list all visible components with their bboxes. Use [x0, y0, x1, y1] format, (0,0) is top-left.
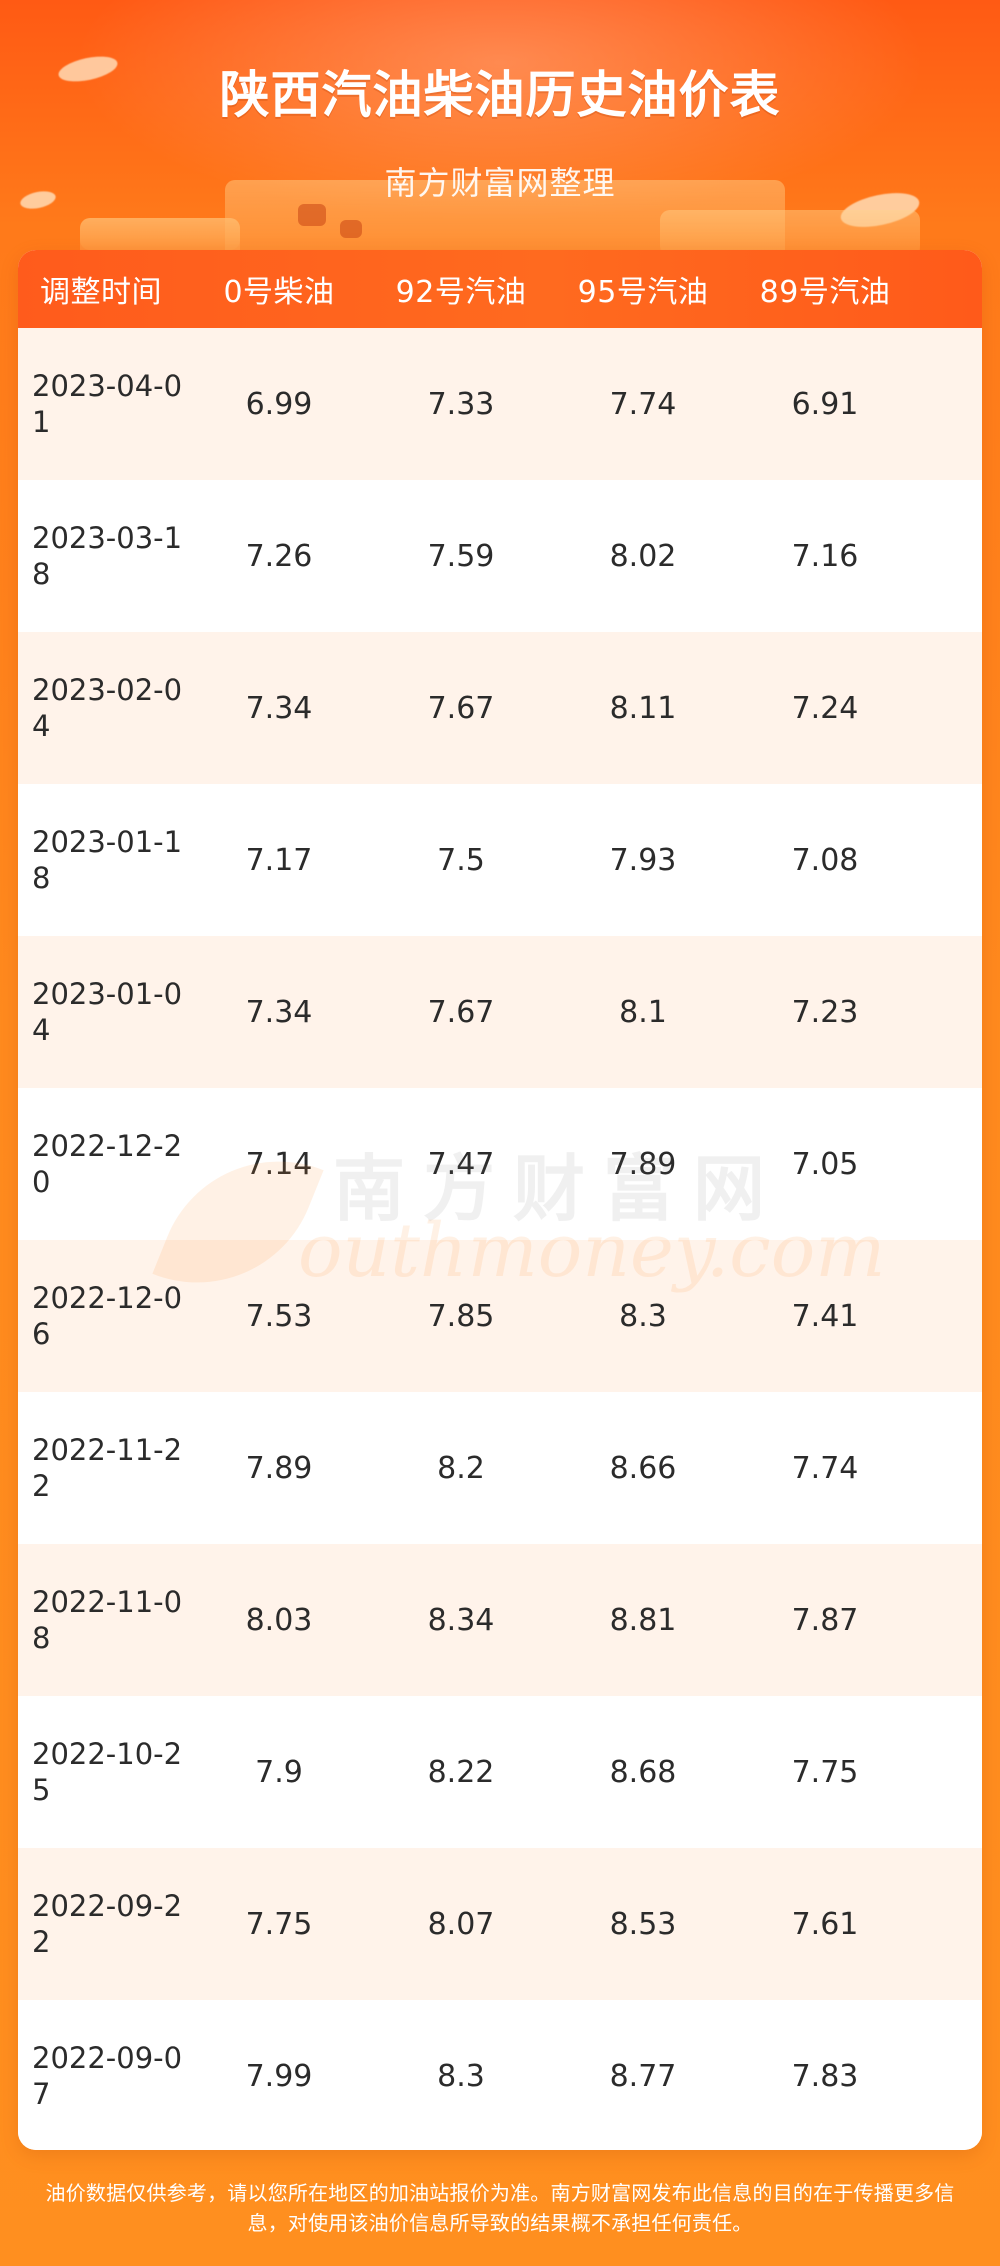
- cell-date: 2022-11-08: [32, 1585, 183, 1655]
- cell-gas-89: 7.74: [791, 1450, 859, 1486]
- cell-gas-95: 7.93: [609, 842, 677, 878]
- table-row: 2022-11-08 8.03 8.34 8.81 7.87: [18, 1544, 982, 1696]
- hero-glow: [0, 0, 1000, 250]
- cell-gas-89: 7.61: [791, 1906, 859, 1942]
- column-header-date: 调整时间: [40, 275, 162, 310]
- cell-gas-89: 7.75: [791, 1754, 859, 1790]
- cell-gas-92: 8.2: [437, 1450, 485, 1486]
- cell-date: 2022-12-06: [32, 1281, 183, 1351]
- cell-gas-95: 8.02: [609, 538, 677, 574]
- cell-gas-95: 8.77: [609, 2058, 677, 2094]
- oil-price-table: 调整时间 0号柴油 92号汽油 95号汽油 89号汽油 2023-04-01 6…: [18, 250, 982, 2150]
- cell-date: 2023-03-18: [32, 521, 183, 591]
- cell-gas-92: 7.67: [427, 994, 495, 1030]
- cell-diesel-0: 7.89: [245, 1450, 313, 1486]
- cell-gas-92: 8.34: [427, 1602, 495, 1638]
- table-row: 2022-12-20 7.14 7.47 7.89 7.05: [18, 1088, 982, 1240]
- cell-date: 2022-10-25: [32, 1737, 183, 1807]
- table-row: 2023-03-18 7.26 7.59 8.02 7.16: [18, 480, 982, 632]
- hero-banner: 陕西汽油柴油历史油价表 南方财富网整理: [0, 0, 1000, 250]
- table-row: 2023-02-04 7.34 7.67 8.11 7.24: [18, 632, 982, 784]
- cell-diesel-0: 7.9: [255, 1754, 303, 1790]
- decorative-block: [298, 204, 326, 226]
- cell-gas-95: 8.81: [609, 1602, 677, 1638]
- cell-date: 2022-09-22: [32, 1889, 183, 1959]
- cell-gas-92: 7.33: [427, 386, 495, 422]
- cell-diesel-0: 7.34: [245, 994, 313, 1030]
- cell-gas-92: 7.85: [427, 1298, 495, 1334]
- cell-gas-92: 8.3: [437, 2058, 485, 2094]
- cell-date: 2023-01-04: [32, 977, 183, 1047]
- cell-diesel-0: 6.99: [245, 386, 313, 422]
- cell-gas-89: 7.83: [791, 2058, 859, 2094]
- cell-diesel-0: 8.03: [245, 1602, 313, 1638]
- cell-gas-89: 7.41: [791, 1298, 859, 1334]
- table-row: 2022-11-22 7.89 8.2 8.66 7.74: [18, 1392, 982, 1544]
- table-row: 2022-10-25 7.9 8.22 8.68 7.75: [18, 1696, 982, 1848]
- table-row: 2023-04-01 6.99 7.33 7.74 6.91: [18, 328, 982, 480]
- cell-diesel-0: 7.14: [245, 1146, 313, 1182]
- cell-diesel-0: 7.34: [245, 690, 313, 726]
- disclaimer-line: 息，对使用该油价信息所导致的结果概不承担任何责任。: [247, 2211, 753, 2235]
- table-row: 2022-12-06 7.53 7.85 8.3 7.41: [18, 1240, 982, 1392]
- cell-gas-95: 8.1: [619, 994, 667, 1030]
- column-header-diesel-0: 0号柴油: [223, 275, 335, 310]
- cell-gas-95: 8.68: [609, 1754, 677, 1790]
- cell-gas-89: 7.05: [791, 1146, 859, 1182]
- cell-date: 2023-01-18: [32, 825, 183, 895]
- cell-diesel-0: 7.75: [245, 1906, 313, 1942]
- page-subtitle: 南方财富网整理: [384, 164, 616, 202]
- cell-gas-92: 7.5: [437, 842, 485, 878]
- cell-gas-92: 7.67: [427, 690, 495, 726]
- cell-gas-92: 7.47: [427, 1146, 495, 1182]
- cell-date: 2022-12-20: [32, 1129, 183, 1199]
- table-row: 2022-09-22 7.75 8.07 8.53 7.61: [18, 1848, 982, 2000]
- cell-gas-89: 6.91: [791, 386, 859, 422]
- column-header-gas-95: 95号汽油: [577, 275, 709, 310]
- cell-gas-95: 8.3: [619, 1298, 667, 1334]
- cell-diesel-0: 7.17: [245, 842, 313, 878]
- cell-date: 2023-02-04: [32, 673, 183, 743]
- cell-date: 2022-09-07: [32, 2041, 183, 2111]
- cell-diesel-0: 7.26: [245, 538, 313, 574]
- table-row: 2022-09-07 7.99 8.3 8.77 7.83: [18, 2000, 982, 2150]
- disclaimer-line: 油价数据仅供参考，请以您所在地区的加油站报价为准。南方财富网发布此信息的目的在于…: [45, 2181, 955, 2205]
- cell-diesel-0: 7.99: [245, 2058, 313, 2094]
- column-header-gas-89: 89号汽油: [759, 275, 891, 310]
- cell-gas-89: 7.23: [791, 994, 859, 1030]
- decorative-platform: [660, 210, 920, 250]
- cell-date: 2023-04-01: [32, 369, 183, 439]
- cell-gas-95: 7.74: [609, 386, 677, 422]
- table-body: 2023-04-01 6.99 7.33 7.74 6.91 2023-03-1…: [18, 328, 982, 2150]
- table-header: 调整时间 0号柴油 92号汽油 95号汽油 89号汽油: [18, 250, 982, 328]
- cell-gas-95: 8.11: [609, 690, 677, 726]
- cell-gas-89: 7.16: [791, 538, 859, 574]
- cell-gas-95: 8.66: [609, 1450, 677, 1486]
- cell-gas-89: 7.87: [791, 1602, 859, 1638]
- cell-diesel-0: 7.53: [245, 1298, 313, 1334]
- decorative-platform: [80, 218, 240, 250]
- cell-gas-95: 7.89: [609, 1146, 677, 1182]
- cell-gas-92: 7.59: [427, 538, 495, 574]
- cell-gas-89: 7.08: [791, 842, 859, 878]
- column-header-gas-92: 92号汽油: [395, 275, 527, 310]
- table-row: 2023-01-18 7.17 7.5 7.93 7.08: [18, 784, 982, 936]
- cell-gas-95: 8.53: [609, 1906, 677, 1942]
- decorative-block: [340, 220, 362, 238]
- disclaimer: 油价数据仅供参考，请以您所在地区的加油站报价为准。南方财富网发布此信息的目的在于…: [0, 2178, 1000, 2238]
- cell-date: 2022-11-22: [32, 1433, 183, 1503]
- cell-gas-92: 8.22: [427, 1754, 495, 1790]
- page-title: 陕西汽油柴油历史油价表: [219, 66, 781, 124]
- cell-gas-89: 7.24: [791, 690, 859, 726]
- table-row: 2023-01-04 7.34 7.67 8.1 7.23: [18, 936, 982, 1088]
- cell-gas-92: 8.07: [427, 1906, 495, 1942]
